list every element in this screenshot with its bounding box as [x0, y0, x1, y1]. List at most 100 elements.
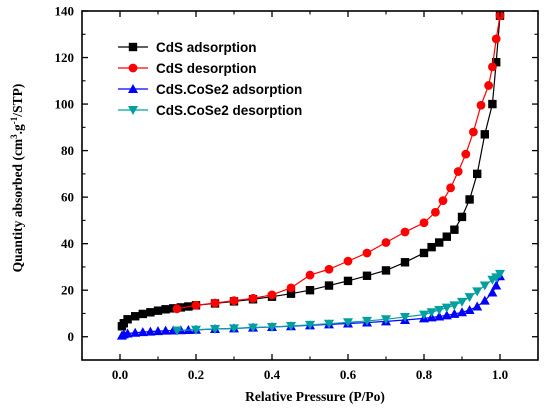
data-point — [419, 248, 429, 258]
y-tick-label: 0 — [68, 329, 75, 344]
legend-item: CdS.CoSe2 adsorption — [118, 82, 302, 97]
data-point — [457, 212, 467, 222]
y-axis-title-sup-1: 3 — [9, 134, 19, 139]
data-point — [130, 327, 141, 337]
data-point — [286, 283, 296, 293]
data-point — [469, 127, 478, 137]
series-cds-adsorption — [117, 11, 505, 331]
legend-label: CdS desorption — [156, 61, 257, 76]
data-point — [446, 183, 455, 193]
data-point — [137, 327, 148, 337]
data-point — [438, 196, 448, 206]
series-cds-cose2-desorption — [172, 269, 505, 336]
data-point — [488, 99, 497, 109]
data-point — [381, 266, 391, 275]
data-point — [476, 100, 486, 110]
data-point — [400, 312, 410, 322]
data-point — [161, 305, 170, 314]
data-point — [191, 300, 201, 310]
y-tick-label: 20 — [61, 283, 74, 298]
data-point — [343, 318, 353, 328]
data-point — [324, 319, 334, 329]
x-axis-title: Relative Pressure (P/Po) — [245, 389, 385, 404]
data-point — [472, 287, 483, 297]
legend-marker — [128, 106, 138, 115]
legend-item: CdS desorption — [118, 61, 257, 76]
data-point — [487, 287, 498, 297]
data-point — [122, 328, 133, 338]
data-point — [267, 290, 277, 300]
data-point — [426, 308, 437, 318]
data-point — [381, 315, 391, 325]
data-point — [491, 34, 501, 44]
data-point — [441, 303, 452, 313]
y-axis-title-end: /STP) — [10, 84, 25, 118]
data-point — [210, 325, 220, 335]
data-point — [464, 304, 475, 314]
legend-item: CdS.CoSe2 desorption — [118, 103, 302, 118]
data-point — [434, 311, 445, 321]
data-point — [461, 149, 471, 159]
data-point — [457, 297, 467, 307]
data-point — [473, 169, 482, 179]
data-point — [484, 81, 493, 90]
legend-marker — [128, 84, 138, 93]
data-point — [131, 312, 140, 321]
legend-item: CdS adsorption — [118, 40, 257, 55]
x-tick-label: 1.0 — [492, 367, 508, 382]
x-tick-label: 0.6 — [340, 367, 357, 382]
data-point — [419, 218, 429, 228]
y-tick-label: 140 — [55, 4, 75, 19]
data-point — [343, 276, 353, 286]
y-axis-title-mid: .g — [10, 124, 25, 134]
data-point — [210, 298, 220, 308]
data-point — [362, 248, 372, 258]
y-tick-label: 80 — [61, 143, 74, 158]
x-tick-label: 0.8 — [416, 367, 433, 382]
data-point — [305, 286, 315, 295]
legend-label: CdS.CoSe2 desorption — [156, 103, 302, 118]
x-tick-label: 0.4 — [264, 367, 281, 382]
data-point — [362, 316, 372, 326]
data-point — [488, 62, 497, 72]
data-point — [492, 57, 501, 67]
legend-label: CdS.CoSe2 adsorption — [156, 82, 302, 97]
legend-marker — [128, 42, 138, 52]
legend-marker — [128, 63, 138, 73]
data-point — [442, 232, 451, 241]
data-point — [305, 270, 315, 280]
data-point — [153, 326, 163, 336]
y-tick-label: 40 — [61, 236, 74, 251]
series-cds-desorption — [172, 11, 505, 314]
data-point — [479, 295, 490, 305]
data-point — [343, 256, 353, 266]
data-point — [449, 301, 460, 311]
data-point — [457, 307, 467, 317]
data-point — [400, 227, 410, 237]
data-point — [248, 323, 258, 333]
data-point — [419, 310, 429, 320]
data-point — [324, 281, 334, 290]
data-point — [191, 325, 201, 335]
data-point — [487, 275, 498, 285]
y-axis-title-sup-2: -1 — [9, 116, 19, 124]
series-layer — [116, 11, 505, 340]
y-axis-title-main: Quantity absorbed (cm — [10, 138, 25, 272]
data-point — [267, 322, 277, 332]
data-point — [123, 315, 132, 324]
data-point — [172, 304, 182, 314]
legend: CdS adsorption CdS desorption CdS.CoSe2 ad… — [118, 40, 302, 118]
data-point — [427, 242, 436, 252]
data-point — [362, 271, 372, 280]
data-point — [480, 130, 489, 139]
data-point — [435, 238, 444, 247]
data-point — [472, 301, 483, 311]
data-point — [305, 320, 315, 330]
ticks-layer: 0.0 0.2 0.4 0.6 0.8 1.0 0 20 40 60 80 100 120 140 — [55, 4, 539, 382]
legend-label: CdS adsorption — [156, 40, 257, 55]
y-tick-label: 100 — [55, 97, 75, 112]
data-point — [286, 289, 296, 298]
y-tick-label: 120 — [55, 50, 75, 65]
